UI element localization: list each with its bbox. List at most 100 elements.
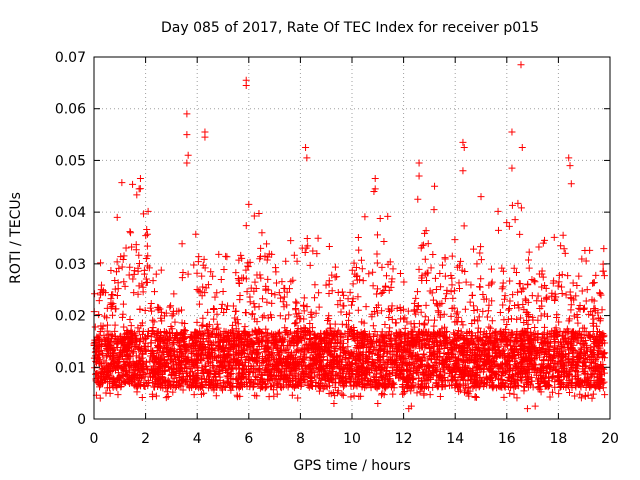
data-point — [424, 377, 432, 385]
data-point — [297, 325, 305, 333]
data-point — [199, 338, 207, 346]
data-point — [195, 300, 203, 308]
data-point — [105, 330, 113, 338]
data-point — [164, 378, 172, 386]
data-point — [527, 356, 535, 364]
data-point — [462, 384, 470, 392]
data-point — [388, 278, 396, 286]
data-point — [281, 324, 289, 332]
data-point — [510, 351, 518, 359]
data-point — [109, 332, 117, 340]
data-point — [542, 284, 550, 292]
data-point — [455, 345, 463, 353]
data-point — [369, 332, 377, 340]
data-point — [487, 324, 495, 332]
data-point — [349, 280, 357, 288]
data-point — [503, 219, 511, 227]
data-point — [151, 337, 159, 345]
data-point — [386, 258, 394, 266]
data-point — [241, 366, 249, 374]
data-point — [342, 310, 350, 318]
data-point — [351, 270, 359, 278]
data-point — [263, 240, 271, 248]
data-point — [288, 391, 296, 399]
data-point — [199, 321, 207, 329]
data-point — [116, 332, 124, 340]
data-point — [567, 365, 575, 373]
data-point — [199, 314, 207, 322]
data-point — [407, 347, 415, 355]
data-point — [534, 384, 542, 392]
data-point — [434, 307, 442, 315]
data-point — [315, 289, 323, 297]
data-point — [298, 358, 306, 366]
data-point — [536, 385, 544, 393]
data-point — [224, 379, 232, 387]
data-point — [102, 341, 110, 349]
data-point — [247, 362, 255, 370]
data-point — [334, 301, 342, 309]
data-point — [119, 300, 127, 308]
data-point — [224, 302, 232, 310]
data-point — [301, 349, 309, 357]
data-point — [170, 381, 178, 389]
data-point — [142, 279, 150, 287]
data-point — [315, 387, 323, 395]
data-point — [499, 267, 507, 275]
data-point — [334, 335, 342, 343]
data-point — [213, 289, 221, 297]
data-point — [535, 353, 543, 361]
data-point — [174, 353, 182, 361]
data-point — [125, 271, 133, 279]
data-point — [361, 213, 369, 221]
data-point — [267, 372, 275, 380]
data-point — [209, 330, 217, 338]
data-point — [505, 356, 513, 364]
data-point — [284, 360, 292, 368]
data-point — [209, 352, 217, 360]
data-point — [488, 339, 496, 347]
data-point — [552, 365, 560, 373]
data-point — [126, 228, 134, 236]
data-point — [503, 320, 511, 328]
data-point — [308, 324, 316, 332]
data-point — [532, 330, 540, 338]
data-point — [462, 278, 470, 286]
data-point — [439, 261, 446, 269]
data-point — [286, 372, 294, 380]
data-point — [366, 347, 374, 355]
data-point — [263, 256, 271, 264]
data-point — [417, 328, 425, 336]
data-point — [312, 309, 320, 317]
data-point — [446, 338, 454, 346]
data-point — [524, 311, 532, 319]
data-point — [226, 346, 234, 354]
data-point — [239, 370, 247, 378]
data-point — [243, 288, 251, 296]
data-point — [287, 278, 295, 286]
data-point — [403, 378, 411, 386]
data-point — [596, 372, 604, 380]
data-point — [378, 389, 386, 397]
data-point — [600, 245, 608, 253]
data-point — [305, 341, 313, 349]
data-point — [113, 291, 121, 299]
data-point — [316, 365, 324, 373]
data-point — [257, 371, 265, 379]
data-point — [163, 330, 171, 338]
data-point — [454, 381, 462, 389]
data-point — [150, 318, 158, 326]
data-point — [162, 358, 170, 366]
data-point — [133, 335, 141, 343]
data-point — [108, 302, 116, 310]
data-point — [369, 358, 377, 366]
data-point — [381, 380, 389, 388]
data-point — [500, 369, 508, 377]
data-point — [468, 372, 476, 380]
data-point — [380, 237, 388, 245]
data-point — [139, 283, 147, 291]
data-point — [138, 394, 146, 402]
data-point — [248, 310, 256, 318]
data-point — [328, 287, 336, 295]
data-point — [503, 342, 511, 350]
